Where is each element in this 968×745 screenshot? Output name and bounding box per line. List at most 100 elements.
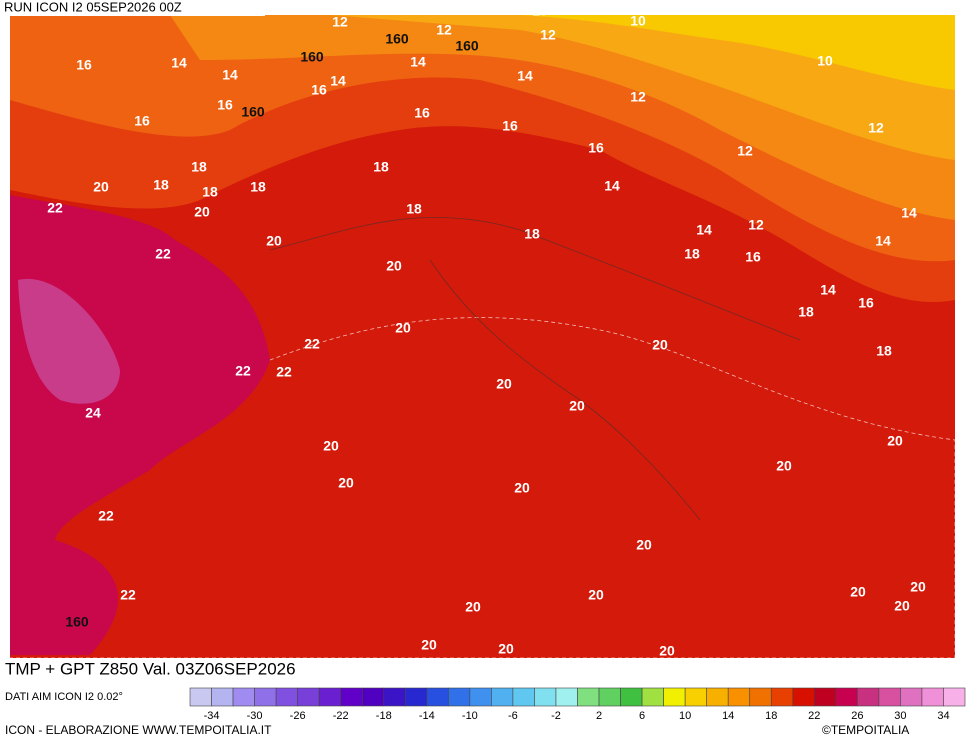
colorbar-tick-label: 26 <box>851 710 863 722</box>
colorbar-swatch <box>448 687 471 707</box>
contour-label: 20 <box>194 204 210 220</box>
colorbar-swatch <box>254 687 277 707</box>
contour-label: 20 <box>395 320 411 336</box>
colorbar-swatch <box>943 687 966 707</box>
contour-label: 14 <box>875 233 891 249</box>
colorbar-tick-label: -10 <box>462 710 478 722</box>
contour-label: 14 <box>330 73 346 89</box>
contour-label: 20 <box>93 179 109 195</box>
colorbar-tick-label: -2 <box>551 710 561 722</box>
contour-label: 16 <box>134 113 150 129</box>
colorbar-swatch <box>577 687 600 707</box>
contour-label: 22 <box>98 508 114 524</box>
contour-label: 18 <box>191 159 207 175</box>
contour-label: 20 <box>386 258 402 274</box>
footer-title: TMP + GPT Z850 Val. 03Z06SEP2026 <box>5 659 296 678</box>
contour-label: 14 <box>901 205 917 221</box>
contour-label: 20 <box>894 598 910 614</box>
colorbar-swatch <box>383 687 406 707</box>
contour-label: 18 <box>202 184 218 200</box>
contour-label: 22 <box>120 587 136 603</box>
contour-label: 20 <box>636 537 652 553</box>
colorbar-swatch <box>318 687 341 707</box>
colorbar-swatch <box>598 687 621 707</box>
colorbar-swatch <box>921 687 944 707</box>
colorbar-tick-label: -26 <box>290 710 306 722</box>
contour-label: 20 <box>887 433 903 449</box>
contour-label: 12 <box>436 22 452 38</box>
contour-label: 20 <box>496 376 512 392</box>
colorbar-swatch <box>770 687 794 707</box>
contour-label: 20 <box>498 641 514 657</box>
contour-label: 20 <box>338 475 354 491</box>
contour-label: 14 <box>517 68 533 84</box>
contour-label: 16 <box>76 57 92 73</box>
contour-label: 18 <box>876 343 892 359</box>
contour-label: 20 <box>514 480 530 496</box>
colorbar-swatch <box>361 687 385 707</box>
colorbar-swatch <box>211 687 234 707</box>
colorbar-tick-label: -14 <box>419 710 435 722</box>
contour-label: 10 <box>630 13 646 29</box>
contour-label: 12 <box>540 27 556 43</box>
colorbar-tick-label: -6 <box>508 710 518 722</box>
contour-label: 160 <box>65 614 89 630</box>
contour-label: 14 <box>171 55 187 71</box>
title-box <box>0 658 413 683</box>
contour-label: 22 <box>155 246 171 262</box>
colorbar-swatch <box>491 687 514 707</box>
contour-label: 20 <box>421 637 437 653</box>
colorbar-swatch <box>857 687 880 707</box>
header-box <box>0 0 265 16</box>
contour-label: 10 <box>532 3 548 19</box>
colorbar: -34 -30 -26 -22 -18 -14 -10 -6 -2 2 6 10 14 18 22 26 30 3… <box>189 687 966 722</box>
colorbar-tick-label: 2 <box>596 710 602 722</box>
contour-label: 18 <box>406 201 422 217</box>
contour-label: 18 <box>250 179 266 195</box>
colorbar-swatch <box>275 687 298 707</box>
colorbar-swatch <box>684 687 707 707</box>
contour-label: 12 <box>748 217 764 233</box>
contour-label: 20 <box>652 337 668 353</box>
contour-label: 12 <box>868 120 884 136</box>
contour-label: 20 <box>659 643 675 659</box>
colorbar-swatch <box>900 687 923 707</box>
contour-label: 20 <box>323 438 339 454</box>
contour-label: 14 <box>820 282 836 298</box>
contour-label: 16 <box>502 118 518 134</box>
contour-label: 12 <box>737 143 753 159</box>
contour-label: 22 <box>47 200 63 216</box>
colorbar-tick-label: -18 <box>376 710 392 722</box>
map-background <box>10 15 956 659</box>
colorbar-swatch <box>641 687 664 707</box>
colorbar-swatch <box>297 687 320 707</box>
contour-label: 16 <box>588 140 604 156</box>
colorbar-tick-label: 22 <box>808 710 820 722</box>
colorbar-swatch <box>727 687 751 707</box>
contour-label: 10 <box>817 53 833 69</box>
colorbar-swatch <box>534 687 557 707</box>
contour-label: 14 <box>604 178 620 194</box>
colorbar-swatch <box>620 687 643 707</box>
contour-label: 18 <box>798 304 814 320</box>
contour-label: 20 <box>588 587 604 603</box>
contour-label: 18 <box>684 246 700 262</box>
contour-label: 14 <box>696 222 712 238</box>
colorbar-swatch <box>512 687 535 707</box>
colorbar-tick-label: -30 <box>247 710 263 722</box>
contour-label: 12 <box>332 14 348 30</box>
colorbar-tick-label: 18 <box>765 710 777 722</box>
colorbar-swatch <box>814 687 837 707</box>
colorbar-swatch <box>835 687 858 707</box>
contour-label: 20 <box>569 398 585 414</box>
colorbar-tick-label: 10 <box>679 710 691 722</box>
colorbar-swatch <box>404 687 428 707</box>
colorbar-swatch <box>189 687 212 707</box>
contour-label: 18 <box>524 226 540 242</box>
contour-label: 18 <box>373 159 389 175</box>
contour-label: 14 <box>410 54 426 70</box>
colorbar-swatch <box>426 687 449 707</box>
contour-label: 22 <box>235 363 251 379</box>
colorbar-tick-label: 6 <box>639 710 645 722</box>
